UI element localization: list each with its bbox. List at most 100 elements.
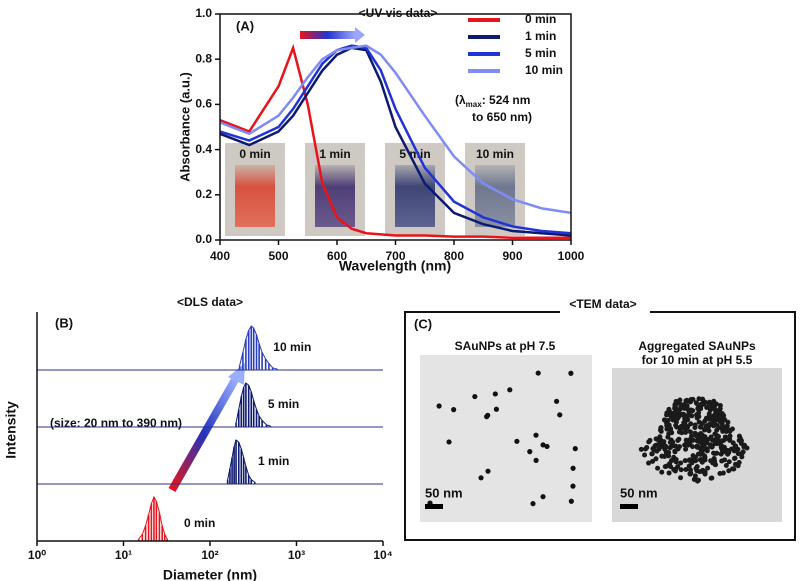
particle [721, 437, 727, 443]
particle [492, 391, 498, 397]
particle [642, 452, 648, 458]
particle [735, 451, 741, 457]
particle [657, 434, 663, 440]
x-tick-label: 1000 [558, 249, 585, 263]
particle [700, 467, 706, 473]
particle [553, 398, 560, 404]
particle [514, 438, 520, 444]
particle [693, 458, 699, 464]
x-tick-label: 500 [268, 249, 288, 263]
particle [673, 466, 679, 472]
series-label: 0 min [184, 516, 215, 530]
particle [712, 462, 718, 468]
y-tick-label: 1.0 [195, 6, 212, 20]
particle [533, 432, 539, 438]
particle [702, 457, 708, 463]
particle [530, 501, 536, 507]
particle [682, 458, 688, 464]
particle [698, 406, 704, 412]
y-tick-label: 0.6 [195, 97, 212, 111]
legend-label: 5 min [525, 46, 556, 60]
particle [710, 401, 716, 407]
hist-outline [239, 325, 278, 370]
series-label: 5 min [268, 397, 299, 411]
particle [572, 446, 578, 452]
particle [675, 438, 681, 444]
particle [646, 460, 652, 466]
y-axis-label: Absorbance (a.u.) [177, 72, 192, 182]
particle [724, 447, 730, 453]
chart-title: <UV-vis data> [359, 6, 438, 20]
particle [671, 455, 677, 461]
particle [699, 401, 705, 407]
x-tick-label: 10³ [288, 548, 305, 562]
particle [693, 400, 699, 406]
particle [740, 449, 746, 455]
particle [707, 414, 713, 420]
tem-title: <TEM data> [569, 297, 636, 311]
particle [485, 468, 491, 474]
particle [682, 420, 688, 426]
particle [667, 461, 673, 467]
particle [568, 370, 574, 376]
particle [668, 437, 674, 443]
scale-label: 50 nm [425, 485, 463, 500]
shift-arrow [300, 31, 355, 39]
particle [715, 434, 721, 440]
tem-particles [427, 370, 750, 507]
particle [677, 397, 683, 403]
particle [557, 412, 563, 418]
x-tick-label: 800 [444, 249, 464, 263]
y-axis-label: Intensity [3, 401, 19, 459]
particle [678, 475, 684, 481]
particle [678, 460, 684, 466]
particle [722, 417, 728, 423]
particle [714, 423, 720, 429]
particle [527, 449, 533, 455]
particle [535, 370, 541, 376]
lambda-sub: max [466, 100, 483, 109]
x-tick-label: 400 [210, 249, 230, 263]
particle [666, 470, 672, 476]
cuvette-label: 10 min [476, 147, 514, 161]
particle [711, 412, 717, 418]
cuvette-label: 0 min [239, 147, 270, 161]
lambda-prefix: (λ [455, 93, 466, 107]
chart-title: <DLS data> [177, 295, 243, 309]
particle [717, 406, 723, 412]
particle [653, 456, 659, 462]
particle [638, 446, 644, 452]
particle [570, 465, 576, 471]
particle [694, 414, 700, 420]
particle [717, 470, 723, 476]
particle [484, 414, 490, 420]
particle [683, 416, 689, 422]
particle [682, 442, 688, 448]
particle [732, 455, 738, 461]
legend-label: 0 min [525, 12, 556, 26]
x-tick-label: 10⁰ [28, 548, 46, 562]
particle [478, 475, 484, 481]
particle [662, 464, 668, 470]
particle [699, 441, 705, 447]
size-arrow-head [228, 363, 245, 385]
particle [540, 494, 546, 500]
particle [722, 425, 728, 431]
particle [710, 423, 716, 429]
particle [688, 467, 694, 473]
particle [695, 478, 701, 484]
x-tick-label: 10¹ [115, 548, 132, 562]
particle [725, 451, 731, 457]
particle [692, 425, 698, 431]
series-label: 1 min [258, 454, 289, 468]
tem-left-title: SAuNPs at pH 7.5 [455, 339, 556, 353]
particle [687, 471, 693, 477]
particle [704, 426, 710, 432]
x-tick-label: 600 [327, 249, 347, 263]
particle [686, 463, 692, 469]
particle [727, 437, 733, 443]
x-tick-label: 700 [385, 249, 405, 263]
particle [736, 433, 742, 439]
particle [654, 442, 660, 448]
particle [693, 454, 699, 460]
